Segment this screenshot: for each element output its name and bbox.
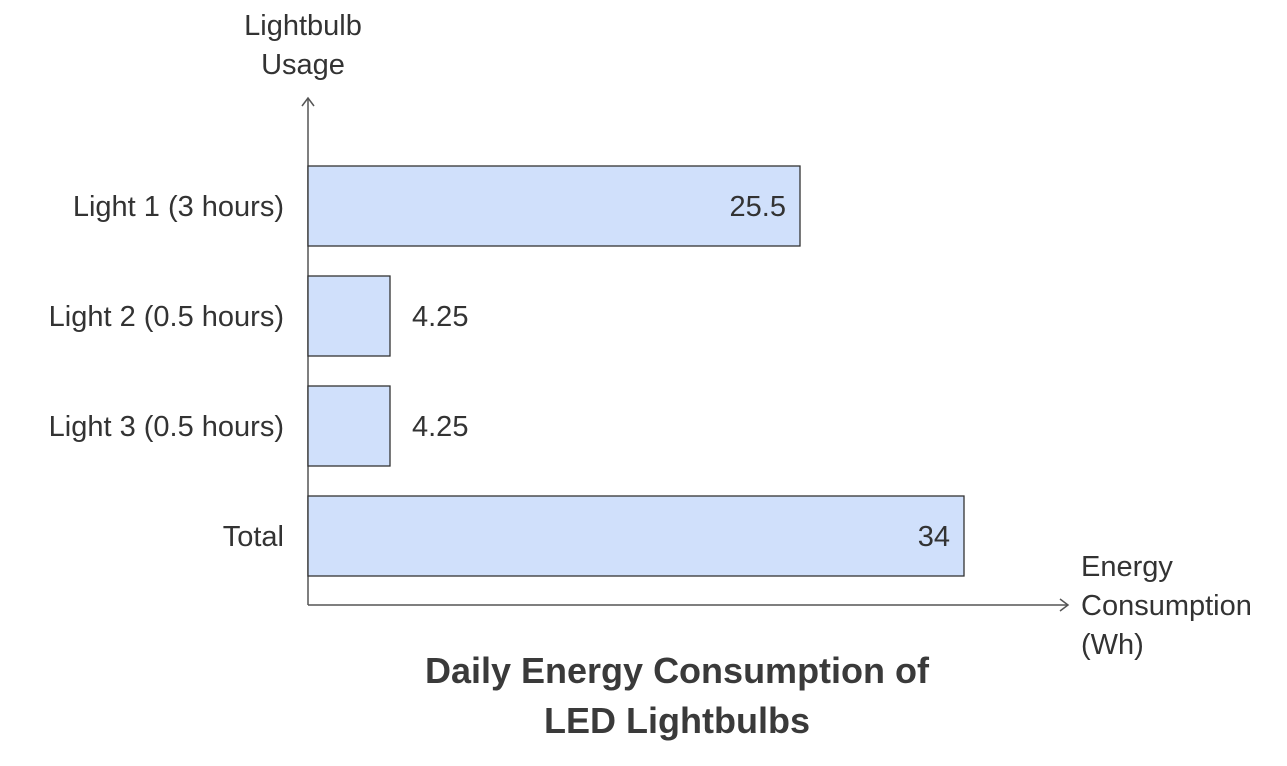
titles: Lightbulb Usage Energy Consumption (Wh) Daily… bbox=[244, 10, 1252, 741]
data-label: 25.5 bbox=[730, 191, 786, 223]
chart-title: Daily Energy Consumption of bbox=[425, 650, 930, 691]
x-axis-arrow bbox=[1059, 598, 1070, 612]
y-axis-arrow bbox=[301, 96, 315, 107]
x-axis-title: Consumption bbox=[1081, 590, 1252, 622]
x-axis-title: Energy bbox=[1081, 551, 1173, 583]
data-label: 4.25 bbox=[412, 301, 468, 333]
category-label: Light 1 (3 hours) bbox=[73, 191, 284, 223]
bar bbox=[307, 165, 801, 247]
chart-title: LED Lightbulbs bbox=[544, 700, 810, 741]
data-label: 4.25 bbox=[412, 411, 468, 443]
category-label: Total bbox=[223, 521, 284, 553]
bar bbox=[307, 495, 965, 577]
category-label: Light 2 (0.5 hours) bbox=[49, 301, 284, 333]
bar bbox=[307, 385, 391, 467]
bars bbox=[307, 165, 965, 577]
y-axis-title: Lightbulb bbox=[244, 10, 362, 42]
labels: Light 1 (3 hours) 25.5 Light 2 (0.5 hours)… bbox=[49, 191, 950, 553]
x-axis-title: (Wh) bbox=[1081, 629, 1144, 661]
category-label: Light 3 (0.5 hours) bbox=[49, 411, 284, 443]
bar bbox=[307, 275, 391, 357]
data-label: 34 bbox=[918, 521, 950, 553]
y-axis-title: Usage bbox=[261, 49, 345, 81]
